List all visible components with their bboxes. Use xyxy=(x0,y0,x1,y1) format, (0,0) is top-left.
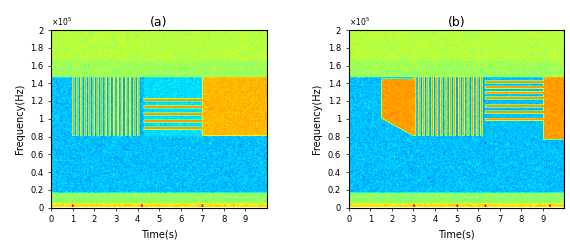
Y-axis label: Frequency(Hz): Frequency(Hz) xyxy=(15,84,25,154)
X-axis label: Time(s): Time(s) xyxy=(438,230,475,240)
Title: (a): (a) xyxy=(150,16,168,29)
Text: $\times10^5$: $\times10^5$ xyxy=(349,16,370,28)
Y-axis label: Frequency(Hz): Frequency(Hz) xyxy=(312,84,322,154)
X-axis label: Time(s): Time(s) xyxy=(141,230,177,240)
Title: (b): (b) xyxy=(447,16,465,29)
Text: $\times10^5$: $\times10^5$ xyxy=(51,16,72,28)
